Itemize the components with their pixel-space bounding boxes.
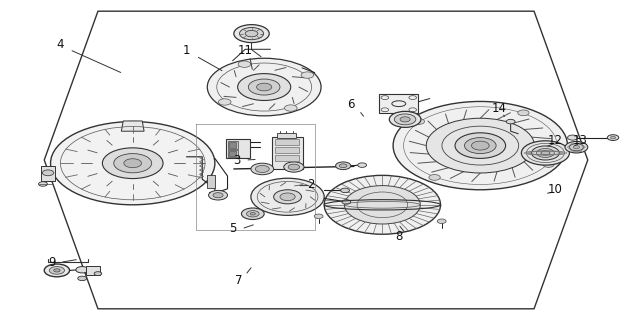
Circle shape <box>393 101 568 190</box>
Text: 7: 7 <box>235 274 243 286</box>
Circle shape <box>234 25 269 43</box>
Circle shape <box>426 118 535 173</box>
Circle shape <box>42 170 54 176</box>
Circle shape <box>342 200 351 204</box>
Circle shape <box>255 165 269 172</box>
Circle shape <box>39 182 47 186</box>
Text: 14: 14 <box>492 102 507 115</box>
Bar <box>207 175 215 188</box>
Circle shape <box>573 146 580 149</box>
Circle shape <box>389 111 421 127</box>
Circle shape <box>565 141 588 153</box>
Circle shape <box>611 136 616 139</box>
Circle shape <box>532 146 559 160</box>
Circle shape <box>240 28 264 40</box>
Text: 1: 1 <box>183 44 190 57</box>
Circle shape <box>51 122 215 205</box>
Circle shape <box>314 214 323 219</box>
Bar <box>228 141 238 149</box>
Circle shape <box>413 119 425 124</box>
Circle shape <box>284 105 297 111</box>
Circle shape <box>94 272 102 276</box>
Text: 11: 11 <box>238 44 253 57</box>
Text: 3: 3 <box>233 154 241 166</box>
Circle shape <box>455 133 506 158</box>
Circle shape <box>49 267 64 274</box>
Circle shape <box>280 193 295 201</box>
Circle shape <box>257 83 272 91</box>
Circle shape <box>358 163 367 167</box>
Circle shape <box>207 58 321 116</box>
Circle shape <box>288 164 300 170</box>
Circle shape <box>274 190 301 204</box>
Circle shape <box>506 119 515 124</box>
Circle shape <box>78 276 87 281</box>
Circle shape <box>537 148 554 157</box>
Circle shape <box>336 162 351 170</box>
Circle shape <box>245 30 258 37</box>
Circle shape <box>124 159 142 168</box>
Circle shape <box>301 72 313 78</box>
Circle shape <box>429 174 441 180</box>
Circle shape <box>394 114 416 125</box>
Circle shape <box>213 193 223 198</box>
Circle shape <box>76 267 88 273</box>
Bar <box>275 139 299 145</box>
Text: 6: 6 <box>347 99 355 111</box>
Circle shape <box>251 163 274 175</box>
Circle shape <box>209 190 228 200</box>
Circle shape <box>248 79 280 95</box>
Circle shape <box>102 148 163 179</box>
Text: 12: 12 <box>547 134 562 147</box>
Text: 4: 4 <box>56 38 64 51</box>
Circle shape <box>543 162 554 167</box>
Text: 10: 10 <box>547 183 562 196</box>
Text: 13: 13 <box>573 134 588 147</box>
Bar <box>275 147 299 153</box>
Bar <box>272 137 303 169</box>
Bar <box>226 139 250 158</box>
Bar <box>228 150 238 157</box>
Circle shape <box>238 74 291 100</box>
Text: 8: 8 <box>396 230 403 243</box>
Circle shape <box>250 212 255 215</box>
Circle shape <box>219 99 231 105</box>
Circle shape <box>465 138 496 154</box>
Circle shape <box>284 162 304 172</box>
Circle shape <box>541 151 550 155</box>
Circle shape <box>471 141 489 150</box>
Circle shape <box>246 211 259 217</box>
Bar <box>86 266 100 275</box>
Circle shape <box>241 208 264 220</box>
Circle shape <box>339 164 347 168</box>
Bar <box>275 155 299 161</box>
Text: 9: 9 <box>48 256 56 269</box>
Polygon shape <box>121 121 144 131</box>
Bar <box>229 142 236 148</box>
Bar <box>379 94 418 113</box>
Circle shape <box>114 154 152 173</box>
Circle shape <box>341 188 349 193</box>
Circle shape <box>324 175 441 234</box>
Circle shape <box>607 135 619 140</box>
Circle shape <box>400 117 410 122</box>
Bar <box>277 133 296 138</box>
Circle shape <box>251 178 324 215</box>
Circle shape <box>344 186 420 224</box>
Circle shape <box>521 141 569 165</box>
Circle shape <box>569 144 583 151</box>
Circle shape <box>238 61 251 68</box>
Text: 5: 5 <box>229 222 236 235</box>
Circle shape <box>437 219 446 223</box>
Circle shape <box>568 135 578 140</box>
Bar <box>41 166 55 181</box>
Circle shape <box>518 110 529 116</box>
Circle shape <box>44 264 70 277</box>
Circle shape <box>54 269 60 272</box>
Text: 2: 2 <box>307 178 315 190</box>
Bar <box>229 151 236 156</box>
